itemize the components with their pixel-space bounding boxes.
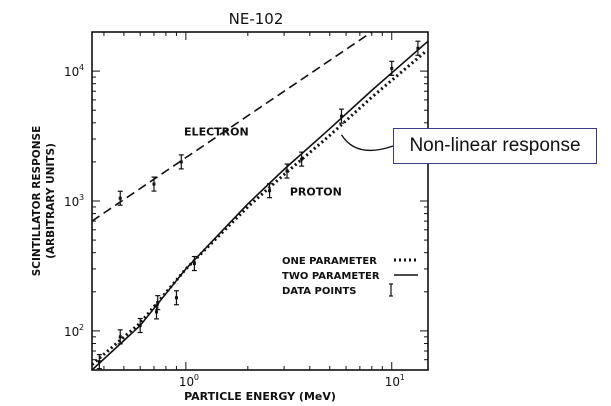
- data-point: [137, 317, 143, 334]
- data-point-marker: [285, 169, 289, 173]
- legend-label: DATA POINTS: [282, 286, 356, 297]
- x-tick-label-exponent: 0: [194, 373, 199, 382]
- data-point: [338, 108, 344, 124]
- legend-label: TWO PARAMETER: [282, 271, 380, 282]
- y-tick-label: 10: [64, 195, 79, 209]
- data-point-marker: [97, 360, 101, 364]
- data-point: [151, 176, 157, 192]
- annotation-electron: ELECTRON: [184, 125, 249, 138]
- annotation-proton: PROTON: [290, 186, 342, 199]
- y-axis-label-units: (ARBITRARY UNITS): [45, 143, 57, 259]
- data-point: [173, 290, 179, 306]
- data-point-marker: [152, 182, 156, 186]
- data-point-marker: [339, 114, 343, 118]
- data-point: [267, 183, 273, 199]
- data-point: [117, 190, 123, 206]
- chart-title: NE-102: [229, 10, 284, 28]
- data-point-marker: [118, 196, 122, 200]
- data-point: [284, 163, 290, 179]
- data-point: [96, 354, 102, 370]
- data-point: [415, 40, 421, 56]
- data-point-marker: [138, 324, 142, 328]
- data-point-marker: [300, 157, 304, 161]
- data-point-marker: [416, 46, 420, 50]
- y-tick-label-exponent: 4: [79, 63, 84, 72]
- data-point: [178, 154, 184, 170]
- data-point: [191, 255, 197, 272]
- x-axis-label: PARTICLE ENERGY (MeV): [184, 390, 336, 403]
- data-point: [117, 329, 123, 345]
- y-tick-label: 10: [64, 325, 79, 339]
- y-tick-label-exponent: 2: [79, 323, 84, 332]
- callout-box: Non-linear response: [393, 128, 597, 164]
- data-point-marker: [179, 160, 183, 164]
- series-line-electron: [92, 32, 373, 222]
- legend-label: ONE PARAMETER: [282, 256, 377, 267]
- callout-text: Non-linear response: [409, 135, 581, 156]
- y-tick-label: 10: [64, 65, 79, 79]
- series-line-two-parameter: [92, 40, 428, 370]
- data-point: [299, 151, 305, 167]
- data-point-marker: [174, 296, 178, 300]
- data-point-marker: [156, 301, 160, 305]
- x-tick-label-exponent: 1: [400, 373, 405, 382]
- data-point-marker: [192, 262, 196, 266]
- data-point-marker: [268, 189, 272, 193]
- data-point: [155, 295, 161, 311]
- legend-symbol-errorbar: [389, 283, 393, 297]
- x-tick-label: 10: [179, 375, 194, 389]
- y-axis-label: SCINTILLATOR RESPONSE: [31, 126, 43, 277]
- data-point-marker: [154, 310, 158, 314]
- y-tick-label-exponent: 3: [79, 193, 84, 202]
- plot-frame: [91, 31, 429, 371]
- data-point: [389, 60, 395, 76]
- data-point-marker: [118, 335, 122, 339]
- callout-leader-line: [340, 134, 394, 152]
- x-tick-label: 10: [385, 375, 400, 389]
- series-line-one-parameter: [92, 50, 426, 366]
- data-point-marker: [390, 66, 394, 70]
